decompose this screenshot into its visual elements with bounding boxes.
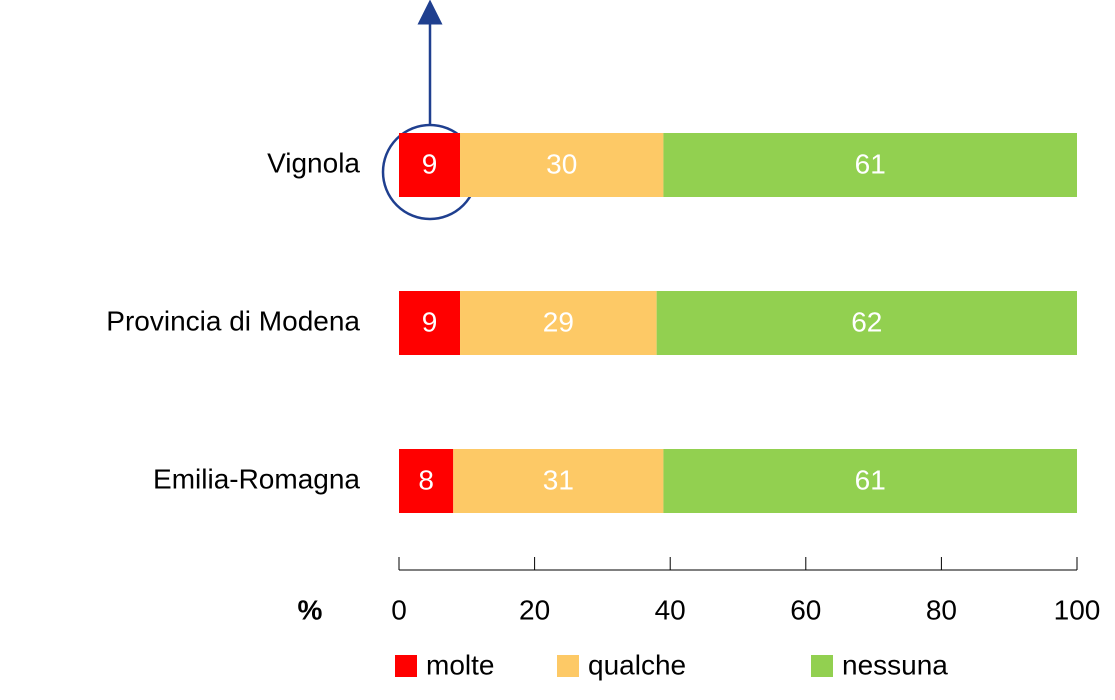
data-label: 61: [855, 148, 886, 179]
data-label: 29: [543, 306, 574, 337]
bar-segment: [460, 291, 657, 355]
x-axis-label: %: [298, 594, 323, 625]
bar-segment: [453, 449, 664, 513]
data-label: 31: [543, 464, 574, 495]
legend-swatch: [395, 655, 417, 677]
data-label: 8: [418, 464, 434, 495]
data-label: 62: [851, 306, 882, 337]
bar-segment: [663, 133, 1077, 197]
bar-segment: [663, 449, 1077, 513]
legend-label: qualche: [588, 649, 686, 680]
legend-label: molte: [426, 649, 494, 680]
x-tick-label: 80: [926, 594, 957, 625]
y-tick-label: Provincia di Modena: [106, 305, 360, 336]
legend-swatch: [557, 655, 579, 677]
data-label: 61: [855, 464, 886, 495]
bar-segment: [399, 133, 461, 197]
x-tick-label: 0: [391, 594, 407, 625]
x-tick-label: 40: [655, 594, 686, 625]
y-tick-label: Emilia-Romagna: [153, 463, 360, 494]
bar-segment: [399, 291, 461, 355]
legend-label: nessuna: [842, 649, 948, 680]
data-label: 30: [546, 148, 577, 179]
bar-segment: [656, 291, 1077, 355]
y-tick-label: Vignola: [267, 147, 360, 178]
x-tick-label: 100: [1054, 594, 1101, 625]
data-label: 9: [422, 306, 438, 337]
x-tick-label: 20: [519, 594, 550, 625]
x-tick-label: 60: [790, 594, 821, 625]
legend-swatch: [811, 655, 833, 677]
bar-segment: [399, 449, 454, 513]
data-label: 9: [422, 148, 438, 179]
bar-segment: [460, 133, 664, 197]
